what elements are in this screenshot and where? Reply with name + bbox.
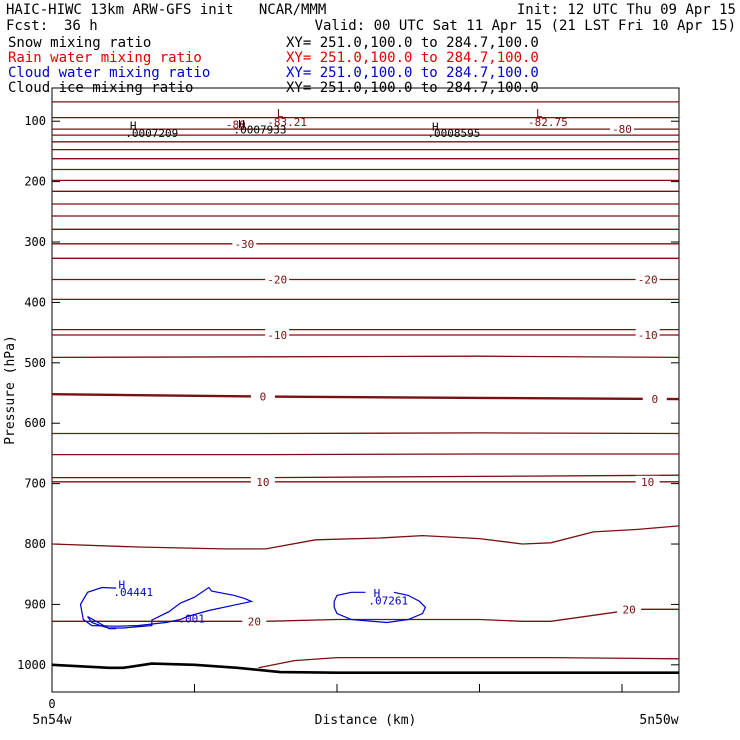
temperature-contour-label: -10	[638, 329, 658, 342]
temperature-contour	[258, 656, 680, 669]
header-title: HAIC-HIWC 13km ARW-GFS init NCAR/MMM	[6, 2, 327, 18]
temperature-value-label: -82.75	[528, 116, 568, 129]
temperature-contour-label: 20	[623, 603, 636, 616]
cloud-water-contour	[333, 591, 427, 624]
contour-label-bg	[635, 475, 660, 488]
contour-label-bg	[250, 475, 275, 488]
temperature-contour-label: 10	[256, 476, 269, 489]
y-tick-label: 100	[24, 114, 46, 128]
temperature-contour	[52, 474, 680, 479]
header-fcst-value: 36 h	[64, 18, 98, 34]
y-tick-label: 600	[24, 416, 46, 430]
extremum-label: H	[432, 120, 439, 133]
contour-label-bg	[617, 603, 642, 616]
temperature-contour-label: -20	[267, 273, 287, 286]
header-init: Init: 12 UTC Thu 09 Apr 15	[516, 2, 736, 18]
contour-label-bg	[635, 273, 660, 286]
extremum-label: L	[277, 107, 284, 120]
y-tick-label: 500	[24, 356, 46, 370]
extremum-label: L	[536, 107, 543, 120]
temperature-contour-label: -10	[267, 329, 287, 342]
y-tick-label: 700	[24, 477, 46, 491]
field-label-rain: Rain water mixing ratio	[8, 50, 202, 66]
header-fcst-label: Fcst:	[6, 18, 49, 34]
y-tick-label: 300	[24, 235, 46, 249]
contour-label-bg	[250, 390, 275, 403]
field-label-cloud-water: Cloud water mixing ratio	[8, 65, 211, 81]
field-label-snow: Snow mixing ratio	[8, 35, 152, 51]
temperature-contour-label: -20	[638, 273, 658, 286]
temperature-contour	[52, 432, 680, 435]
extremum-label: H	[238, 118, 245, 131]
extremum-label: .0008595	[427, 127, 480, 140]
temperature-value-label: -80	[226, 118, 246, 131]
field-xy-rain: XY= 251.0,100.0 to 284.7,100.0	[286, 50, 539, 66]
y-axis-label: Pressure (hPa)	[3, 335, 18, 445]
x-end-label: 5n50w	[639, 713, 678, 728]
contour-label-bg	[232, 237, 257, 250]
contour-label-bg	[265, 329, 290, 342]
contour-label-bg	[635, 329, 660, 342]
temperature-contour	[51, 355, 680, 359]
temperature-contour-label: 20	[248, 615, 261, 628]
extremum-label: .0007933	[234, 123, 287, 136]
field-xy-cloud-water: XY= 251.0,100.0 to 284.7,100.0	[286, 65, 539, 81]
temperature-contour-label: 0	[651, 393, 658, 406]
temperature-contour-label: 0	[260, 391, 267, 404]
temperature-contour	[52, 453, 679, 456]
header-valid: Valid: 00 UTC Sat 11 Apr 15 (21 LST Fri …	[314, 18, 736, 34]
y-tick-label: 400	[24, 295, 46, 309]
cloud-water-contour	[79, 586, 254, 630]
x-tick-label: 0	[48, 697, 55, 711]
extremum-label: .0007209	[125, 127, 178, 140]
y-tick-label: 1000	[17, 658, 46, 672]
y-tick-label: 900	[24, 597, 46, 611]
extremum-label: .04441	[113, 586, 153, 599]
terrain-line	[51, 662, 679, 675]
extremum-label: .07261	[368, 594, 408, 607]
temperature-contour-label: 10	[641, 476, 654, 489]
field-xy-snow: XY= 251.0,100.0 to 284.7,100.0	[286, 35, 539, 51]
temperature-contour	[52, 608, 679, 622]
contour-label-bg	[610, 123, 634, 136]
y-tick-label: 200	[24, 175, 46, 189]
temperature-value-label: -83.21	[267, 116, 307, 129]
temperature-contour	[51, 393, 680, 401]
extremum-label: H	[374, 587, 381, 600]
temperature-contour	[51, 525, 680, 550]
contour-label-bg	[265, 273, 290, 286]
x-start-label: 5n54w	[32, 713, 71, 728]
contour-label-bg	[642, 393, 667, 406]
contour-label-bg	[242, 615, 267, 628]
extremum-label: H	[130, 120, 137, 133]
extremum-label: .001	[178, 613, 205, 626]
y-tick-label: 800	[24, 537, 46, 551]
extremum-label: H	[119, 579, 126, 592]
temperature-contour-label: -30	[234, 238, 254, 251]
plot-frame	[51, 87, 680, 693]
temperature-contour-label: -80	[612, 123, 632, 136]
x-axis-label: Distance (km)	[315, 713, 417, 728]
